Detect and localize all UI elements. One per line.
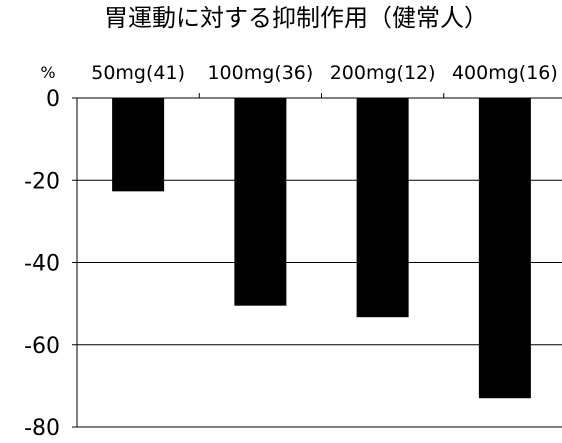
y-unit-label: % <box>40 63 55 82</box>
category-labels: 50mg(41) 100mg(36) 200mg(12) 400mg(16) <box>91 62 558 84</box>
y-tick-labels: 0 -20 -40 -60 -80 <box>24 87 60 441</box>
y-tick-label: -60 <box>24 334 60 359</box>
bars <box>112 98 531 399</box>
y-tick-label: -20 <box>24 169 60 194</box>
category-label: 100mg(36) <box>207 62 313 84</box>
bar <box>356 98 409 318</box>
chart-title: 胃運動に対する抑制作用（健常人） <box>104 4 488 32</box>
axes <box>72 93 562 428</box>
category-label: 400mg(16) <box>452 62 558 84</box>
category-label: 200mg(12) <box>330 62 436 84</box>
y-tick-label: 0 <box>46 87 60 112</box>
bar <box>478 98 531 399</box>
y-tick-label: -40 <box>24 252 60 277</box>
bar <box>234 98 287 306</box>
y-tick-label: -80 <box>24 416 60 441</box>
bar <box>112 98 165 192</box>
category-label: 50mg(41) <box>91 62 185 84</box>
